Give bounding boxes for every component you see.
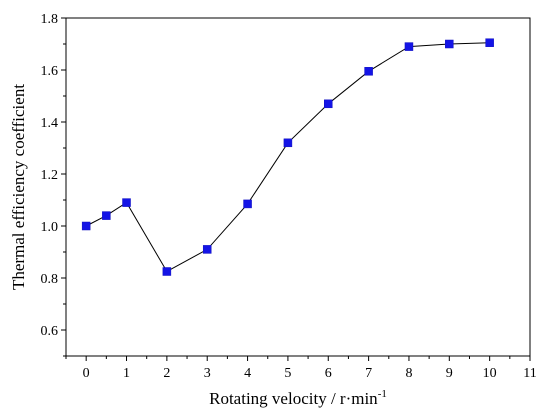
series xyxy=(81,38,494,276)
data-point xyxy=(324,99,333,109)
y-tick-label: 1.2 xyxy=(41,168,59,183)
data-point xyxy=(364,67,373,76)
data-point xyxy=(162,267,172,276)
data-point xyxy=(202,245,212,254)
x-axis-label: Rotating velocity / r·min-1 xyxy=(209,388,387,408)
ticks xyxy=(61,17,531,361)
data-point xyxy=(485,38,494,47)
x-tick-label: 0 xyxy=(83,366,90,381)
data-point xyxy=(283,138,293,148)
y-tick-label: 1.8 xyxy=(41,12,59,27)
x-tick-label: 8 xyxy=(405,366,412,381)
y-tick-label: 1.4 xyxy=(41,116,59,131)
x-tick-label: 1 xyxy=(123,366,130,381)
x-tick-label: 9 xyxy=(446,366,453,381)
plot-frame xyxy=(65,17,531,357)
data-point xyxy=(81,221,91,231)
x-tick-label: 7 xyxy=(365,366,372,381)
data-point xyxy=(404,42,414,51)
data-point xyxy=(243,199,252,209)
series-line xyxy=(85,42,490,273)
x-tick-label: 10 xyxy=(483,366,497,381)
x-tick-label: 4 xyxy=(244,366,251,381)
y-tick-label: 0.6 xyxy=(41,324,59,339)
y-tick-label: 0.8 xyxy=(41,272,59,287)
tick-labels: 0 1 2 3 4 5 6 7 8 9 10 11 0.6 0.8 1.0 1.2 1.4 1.6 1.8 xyxy=(41,12,537,381)
y-tick-label: 1.0 xyxy=(41,220,59,235)
x-tick-label: 2 xyxy=(163,366,170,381)
data-point xyxy=(122,198,131,207)
x-axis-label-text: Rotating velocity / r·min xyxy=(209,389,378,408)
x-tick-label: 6 xyxy=(325,366,332,381)
x-tick-label: 3 xyxy=(204,366,211,381)
x-axis-label-superscript: -1 xyxy=(378,388,387,400)
y-tick-label: 1.6 xyxy=(41,64,59,79)
data-point xyxy=(445,39,454,49)
data-point xyxy=(102,211,111,220)
y-axis-label: Thermal efficiency coefficient xyxy=(9,84,28,290)
x-tick-label: 5 xyxy=(284,366,291,381)
x-tick-label: 11 xyxy=(523,366,536,381)
